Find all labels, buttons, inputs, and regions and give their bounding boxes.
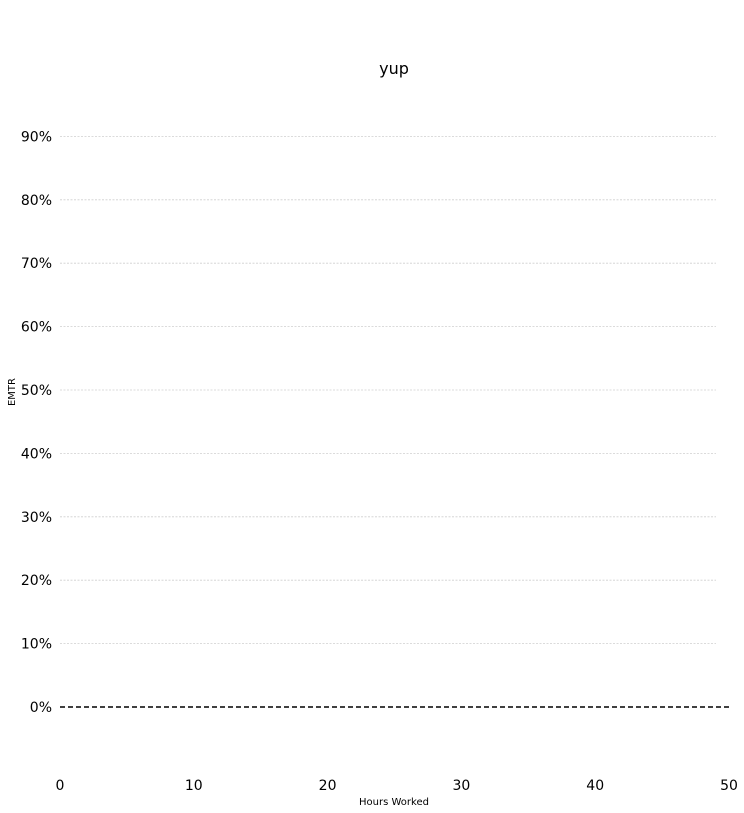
x-tick-label: 0 xyxy=(56,778,65,794)
gridlines xyxy=(60,135,716,644)
x-tick-label: 10 xyxy=(185,778,203,794)
x-tick-label: 40 xyxy=(586,778,604,794)
y-tick-label: 50% xyxy=(21,383,52,399)
y-tick-label: 10% xyxy=(21,637,52,653)
x-tick-label: 20 xyxy=(319,778,337,794)
y-tick-label: 20% xyxy=(21,573,52,589)
y-tick-label: 90% xyxy=(21,129,52,145)
y-tick-label: 80% xyxy=(21,193,52,209)
chart-title: yup xyxy=(379,59,409,78)
x-axis-label: Hours Worked xyxy=(359,797,429,808)
x-axis-ticks: 0 10 20 30 40 50 xyxy=(56,778,738,794)
y-tick-label: 40% xyxy=(21,446,52,462)
x-tick-label: 30 xyxy=(452,778,470,794)
y-tick-label: 70% xyxy=(21,256,52,272)
y-tick-label: 30% xyxy=(21,510,52,526)
x-tick-label: 50 xyxy=(720,778,738,794)
y-axis-label: EMTR xyxy=(7,378,18,406)
y-tick-label: 60% xyxy=(21,320,52,336)
y-tick-label: 0% xyxy=(30,700,52,716)
y-axis-ticks: 0% 10% 20% 30% 40% 50% 60% 70% 80% 90% xyxy=(21,129,52,716)
